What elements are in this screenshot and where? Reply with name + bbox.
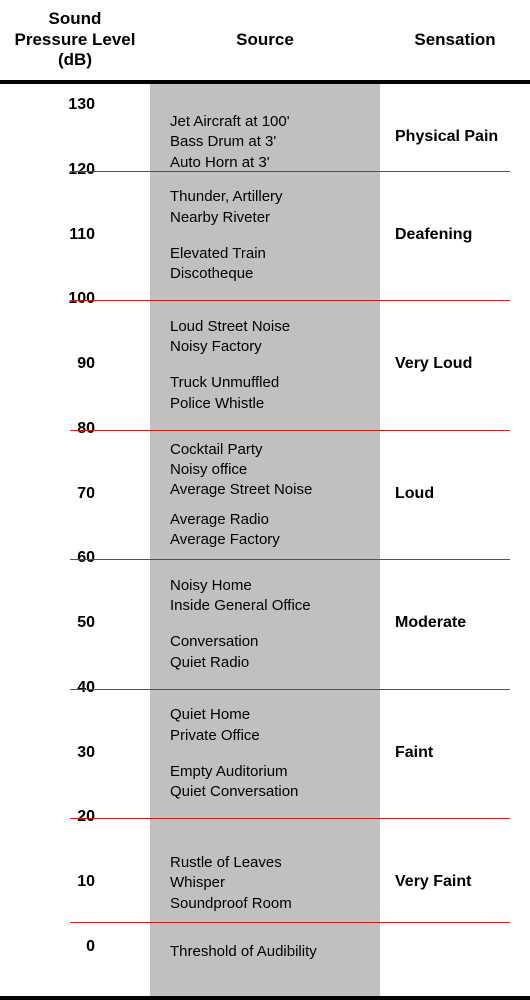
- db-label-90: 90: [55, 355, 95, 373]
- sensation-label: Very Loud: [395, 355, 520, 373]
- header-source-col: Source: [150, 0, 380, 80]
- source-line: Discotheque: [170, 264, 380, 284]
- source-line: Loud Street Noise: [170, 317, 380, 337]
- source-line: Quiet Radio: [170, 653, 380, 673]
- source-group: Thunder, ArtilleryNearby Riveter: [170, 187, 380, 228]
- db-label-80: 80: [55, 420, 95, 438]
- sound-pressure-chart: SoundPressure Level(dB) Source Sensation…: [0, 0, 530, 1000]
- source-line: Quiet Conversation: [170, 782, 380, 802]
- source-line: Nearby Riveter: [170, 208, 380, 228]
- source-line: Thunder, Artillery: [170, 187, 380, 207]
- db-label-10: 10: [55, 873, 95, 891]
- sensation-label: Physical Pain: [395, 128, 520, 146]
- source-group: Noisy HomeInside General Office: [170, 576, 380, 617]
- source-group: Empty AuditoriumQuiet Conversation: [170, 762, 380, 803]
- source-line: Truck Unmuffled: [170, 373, 380, 393]
- source-group: Rustle of LeavesWhisperSoundproof Room: [170, 853, 380, 914]
- db-label-70: 70: [55, 485, 95, 503]
- separator-line-100: [70, 300, 510, 301]
- header-source-label: Source: [236, 30, 294, 50]
- source-line: Average Factory: [170, 530, 380, 550]
- source-group: Truck UnmuffledPolice Whistle: [170, 373, 380, 414]
- db-label-130: 130: [55, 96, 95, 114]
- sensation-label: Faint: [395, 744, 520, 762]
- source-line: Soundproof Room: [170, 894, 380, 914]
- source-line: Noisy office: [170, 460, 380, 480]
- source-group: ConversationQuiet Radio: [170, 632, 380, 673]
- source-line: Empty Auditorium: [170, 762, 380, 782]
- source-line: Bass Drum at 3': [170, 132, 380, 152]
- db-label-20: 20: [55, 808, 95, 826]
- source-line: Whisper: [170, 873, 380, 893]
- sensation-label: Very Faint: [395, 873, 520, 891]
- db-label-40: 40: [55, 679, 95, 697]
- source-line: Jet Aircraft at 100': [170, 112, 380, 132]
- source-line: Noisy Home: [170, 576, 380, 596]
- db-label-0: 0: [55, 938, 95, 956]
- sensation-label: Loud: [395, 485, 520, 503]
- separator-line-20: [70, 818, 510, 819]
- source-line: Average Street Noise: [170, 480, 380, 500]
- source-group: Loud Street NoiseNoisy Factory: [170, 317, 380, 358]
- db-label-100: 100: [55, 290, 95, 308]
- bottom-rule: [0, 996, 530, 1000]
- source-group: Average RadioAverage Factory: [170, 510, 380, 551]
- source-line: Private Office: [170, 726, 380, 746]
- separator-line-40: [70, 689, 510, 690]
- db-label-50: 50: [55, 614, 95, 632]
- threshold-label: Threshold of Audibility: [170, 942, 380, 962]
- source-group: Cocktail PartyNoisy officeAverage Street…: [170, 440, 380, 501]
- db-label-120: 120: [55, 161, 95, 179]
- separator-line-60: [70, 559, 510, 560]
- source-group: Elevated TrainDiscotheque: [170, 244, 380, 285]
- source-group: Jet Aircraft at 100'Bass Drum at 3'Auto …: [170, 112, 380, 173]
- header-db-col: SoundPressure Level(dB): [0, 0, 150, 80]
- db-label-110: 110: [55, 226, 95, 244]
- chart-body: 1301201101009080706050403020100Jet Aircr…: [0, 84, 530, 996]
- separator-line-80: [70, 430, 510, 431]
- source-line: Auto Horn at 3': [170, 153, 380, 173]
- db-label-30: 30: [55, 744, 95, 762]
- source-line: Police Whistle: [170, 394, 380, 414]
- separator-line-threshold: [70, 922, 510, 923]
- source-line: Conversation: [170, 632, 380, 652]
- source-line: Noisy Factory: [170, 337, 380, 357]
- source-line: Quiet Home: [170, 705, 380, 725]
- source-group: Quiet HomePrivate Office: [170, 705, 380, 746]
- header-sensation-col: Sensation: [380, 0, 530, 80]
- sensation-label: Moderate: [395, 614, 520, 632]
- source-line: Rustle of Leaves: [170, 853, 380, 873]
- source-line: Average Radio: [170, 510, 380, 530]
- chart-header: SoundPressure Level(dB) Source Sensation: [0, 0, 530, 80]
- db-label-60: 60: [55, 549, 95, 567]
- header-db-label: SoundPressure Level(dB): [15, 9, 136, 70]
- source-line: Inside General Office: [170, 596, 380, 616]
- header-sensation-label: Sensation: [414, 30, 495, 50]
- source-line: Cocktail Party: [170, 440, 380, 460]
- sensation-label: Deafening: [395, 226, 520, 244]
- source-line: Elevated Train: [170, 244, 380, 264]
